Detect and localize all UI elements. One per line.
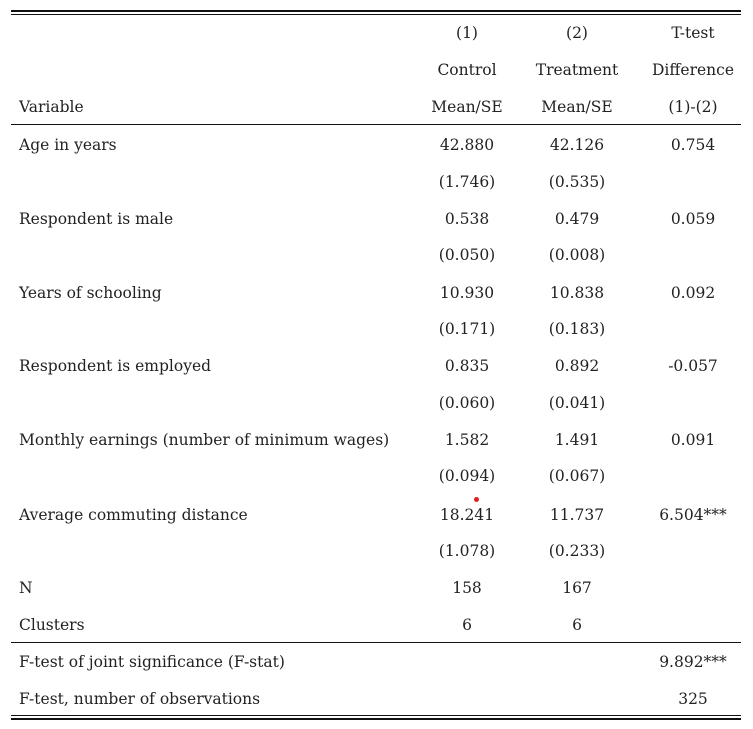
row-difference: 0.092 xyxy=(670,284,716,302)
row-mean-control: 0.538 xyxy=(444,210,490,228)
header-col1-number: (1) xyxy=(456,24,478,42)
row-label: Respondent is employed xyxy=(19,357,212,375)
f-test-obs-value: 325 xyxy=(678,690,708,708)
row-label: Respondent is male xyxy=(19,210,174,228)
f-test-value: 9.892*** xyxy=(659,653,727,671)
row-se-treatment: (0.041) xyxy=(548,394,606,412)
row-difference: 0.754 xyxy=(670,136,716,154)
clusters-control: 6 xyxy=(462,616,472,634)
header-col2-group: Treatment xyxy=(535,61,619,79)
row-se-treatment: (0.067) xyxy=(548,467,606,485)
row-mean-treatment: 11.737 xyxy=(549,506,605,524)
header-variable: Variable xyxy=(19,98,84,116)
header-col2-number: (2) xyxy=(566,24,588,42)
row-mean-control: 18.241 xyxy=(439,506,495,524)
row-mean-treatment: 42.126 xyxy=(549,136,605,154)
row-mean-treatment: 10.838 xyxy=(549,284,605,302)
header-col1-group: Control xyxy=(437,61,497,79)
row-se-control: (0.060) xyxy=(438,394,496,412)
header-col3-title: T-test xyxy=(671,24,715,42)
row-difference: 0.091 xyxy=(670,431,716,449)
header-col1-stat: Mean/SE xyxy=(431,98,503,116)
header-col3-group: Difference xyxy=(652,61,734,79)
row-label: Average commuting distance xyxy=(19,506,248,524)
row-label: Age in years xyxy=(19,136,117,154)
header-rule xyxy=(11,124,741,125)
row-se-control: (0.171) xyxy=(438,320,496,338)
n-label: N xyxy=(19,579,33,597)
header-col3-stat: (1)-(2) xyxy=(668,98,718,116)
f-test-obs-label: F-test, number of observations xyxy=(19,690,261,708)
row-se-control: (1.746) xyxy=(438,173,496,191)
row-difference: 0.059 xyxy=(670,210,716,228)
top-rule-inner xyxy=(11,14,741,15)
row-mean-control: 1.582 xyxy=(444,431,490,449)
row-difference: 6.504*** xyxy=(659,506,727,524)
row-mean-treatment: 1.491 xyxy=(554,431,600,449)
row-mean-control: 42.880 xyxy=(439,136,495,154)
bottom-rule xyxy=(11,718,741,720)
n-control: 158 xyxy=(452,579,482,597)
row-mean-control: 10.930 xyxy=(439,284,495,302)
f-test-label: F-test of joint significance (F-stat) xyxy=(19,653,285,671)
footer-rule xyxy=(11,642,741,643)
n-treatment: 167 xyxy=(562,579,592,597)
row-mean-treatment: 0.479 xyxy=(554,210,600,228)
row-se-treatment: (0.183) xyxy=(548,320,606,338)
row-mean-control: 0.835 xyxy=(444,357,490,375)
row-se-control: (1.078) xyxy=(438,542,496,560)
row-mean-treatment: 0.892 xyxy=(554,357,600,375)
row-se-treatment: (0.535) xyxy=(548,173,606,191)
clusters-label: Clusters xyxy=(19,616,85,634)
row-se-treatment: (0.233) xyxy=(548,542,606,560)
clusters-treatment: 6 xyxy=(572,616,582,634)
row-label: Years of schooling xyxy=(19,284,162,302)
top-rule xyxy=(11,10,741,12)
row-label: Monthly earnings (number of minimum wage… xyxy=(19,431,390,449)
row-se-treatment: (0.008) xyxy=(548,246,606,264)
cursor-dot xyxy=(474,497,479,502)
row-se-control: (0.050) xyxy=(438,246,496,264)
bottom-rule-inner xyxy=(11,715,741,716)
row-difference: -0.057 xyxy=(668,357,718,375)
row-se-control: (0.094) xyxy=(438,467,496,485)
header-col2-stat: Mean/SE xyxy=(541,98,613,116)
